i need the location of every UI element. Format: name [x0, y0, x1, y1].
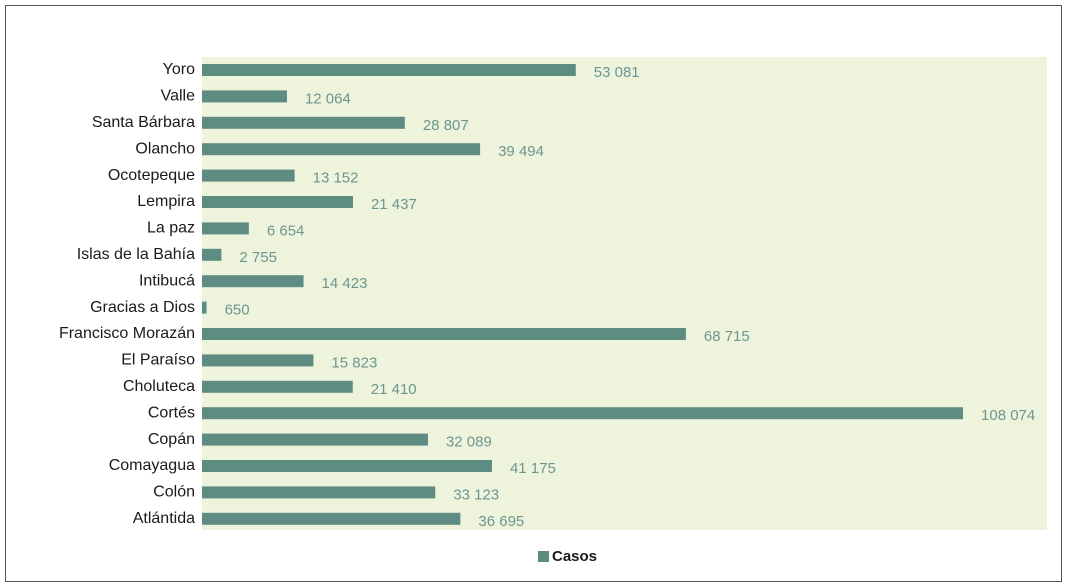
category-label: Valle [161, 88, 195, 105]
category-label: Santa Bárbara [92, 114, 195, 131]
bar [202, 275, 304, 288]
bar [202, 248, 222, 261]
category-label: Francisco Morazán [59, 325, 195, 342]
value-label: 33 123 [453, 486, 499, 503]
legend-label: Casos [552, 548, 597, 565]
bar [202, 143, 481, 156]
value-label: 14 423 [322, 275, 368, 292]
bar [202, 328, 686, 340]
bar [202, 380, 353, 393]
bar [202, 407, 964, 420]
value-label: 28 807 [423, 117, 469, 134]
bar [202, 196, 353, 208]
value-label: 21 437 [371, 196, 417, 213]
category-label: Colón [153, 484, 195, 501]
category-label: Islas de la Bahía [77, 246, 195, 263]
value-label: 41 175 [510, 460, 556, 477]
category-label: Atlántida [133, 510, 195, 527]
value-label: 6 654 [267, 222, 305, 239]
bar [202, 512, 461, 525]
bar [202, 64, 576, 76]
category-label: La paz [147, 220, 195, 237]
value-label: 650 [225, 302, 250, 319]
category-label: Ocotepeque [108, 167, 195, 184]
value-label: 21 410 [371, 381, 417, 398]
legend-swatch [538, 551, 549, 562]
category-label: Comayagua [109, 457, 195, 474]
value-label: 68 715 [704, 328, 750, 345]
bar [202, 486, 436, 499]
category-label: Yoro [163, 61, 195, 78]
bar [202, 169, 295, 182]
value-label: 13 152 [313, 170, 359, 187]
value-label: 32 089 [446, 434, 492, 451]
value-label: 39 494 [498, 143, 544, 160]
category-label: Copán [148, 431, 195, 448]
bar [202, 301, 207, 314]
category-label: Olancho [135, 140, 195, 157]
plot-area [202, 57, 1047, 530]
category-label: Gracias a Dios [90, 299, 195, 316]
value-label: 53 081 [594, 64, 640, 81]
category-label: El Paraíso [121, 352, 195, 369]
value-label: 36 695 [478, 513, 524, 530]
bar [202, 90, 287, 103]
value-label: 15 823 [331, 354, 377, 371]
category-label: Cortés [148, 404, 195, 421]
bar [202, 354, 314, 367]
bar [202, 460, 492, 472]
category-label: Intibucá [139, 272, 195, 289]
value-label: 12 064 [305, 90, 351, 107]
bar [202, 433, 428, 446]
value-label: 2 755 [239, 249, 277, 266]
bar [202, 222, 249, 235]
category-label: Lempira [137, 193, 195, 210]
bar [202, 116, 405, 129]
category-label: Choluteca [123, 378, 195, 395]
value-label: 108 074 [981, 407, 1035, 424]
